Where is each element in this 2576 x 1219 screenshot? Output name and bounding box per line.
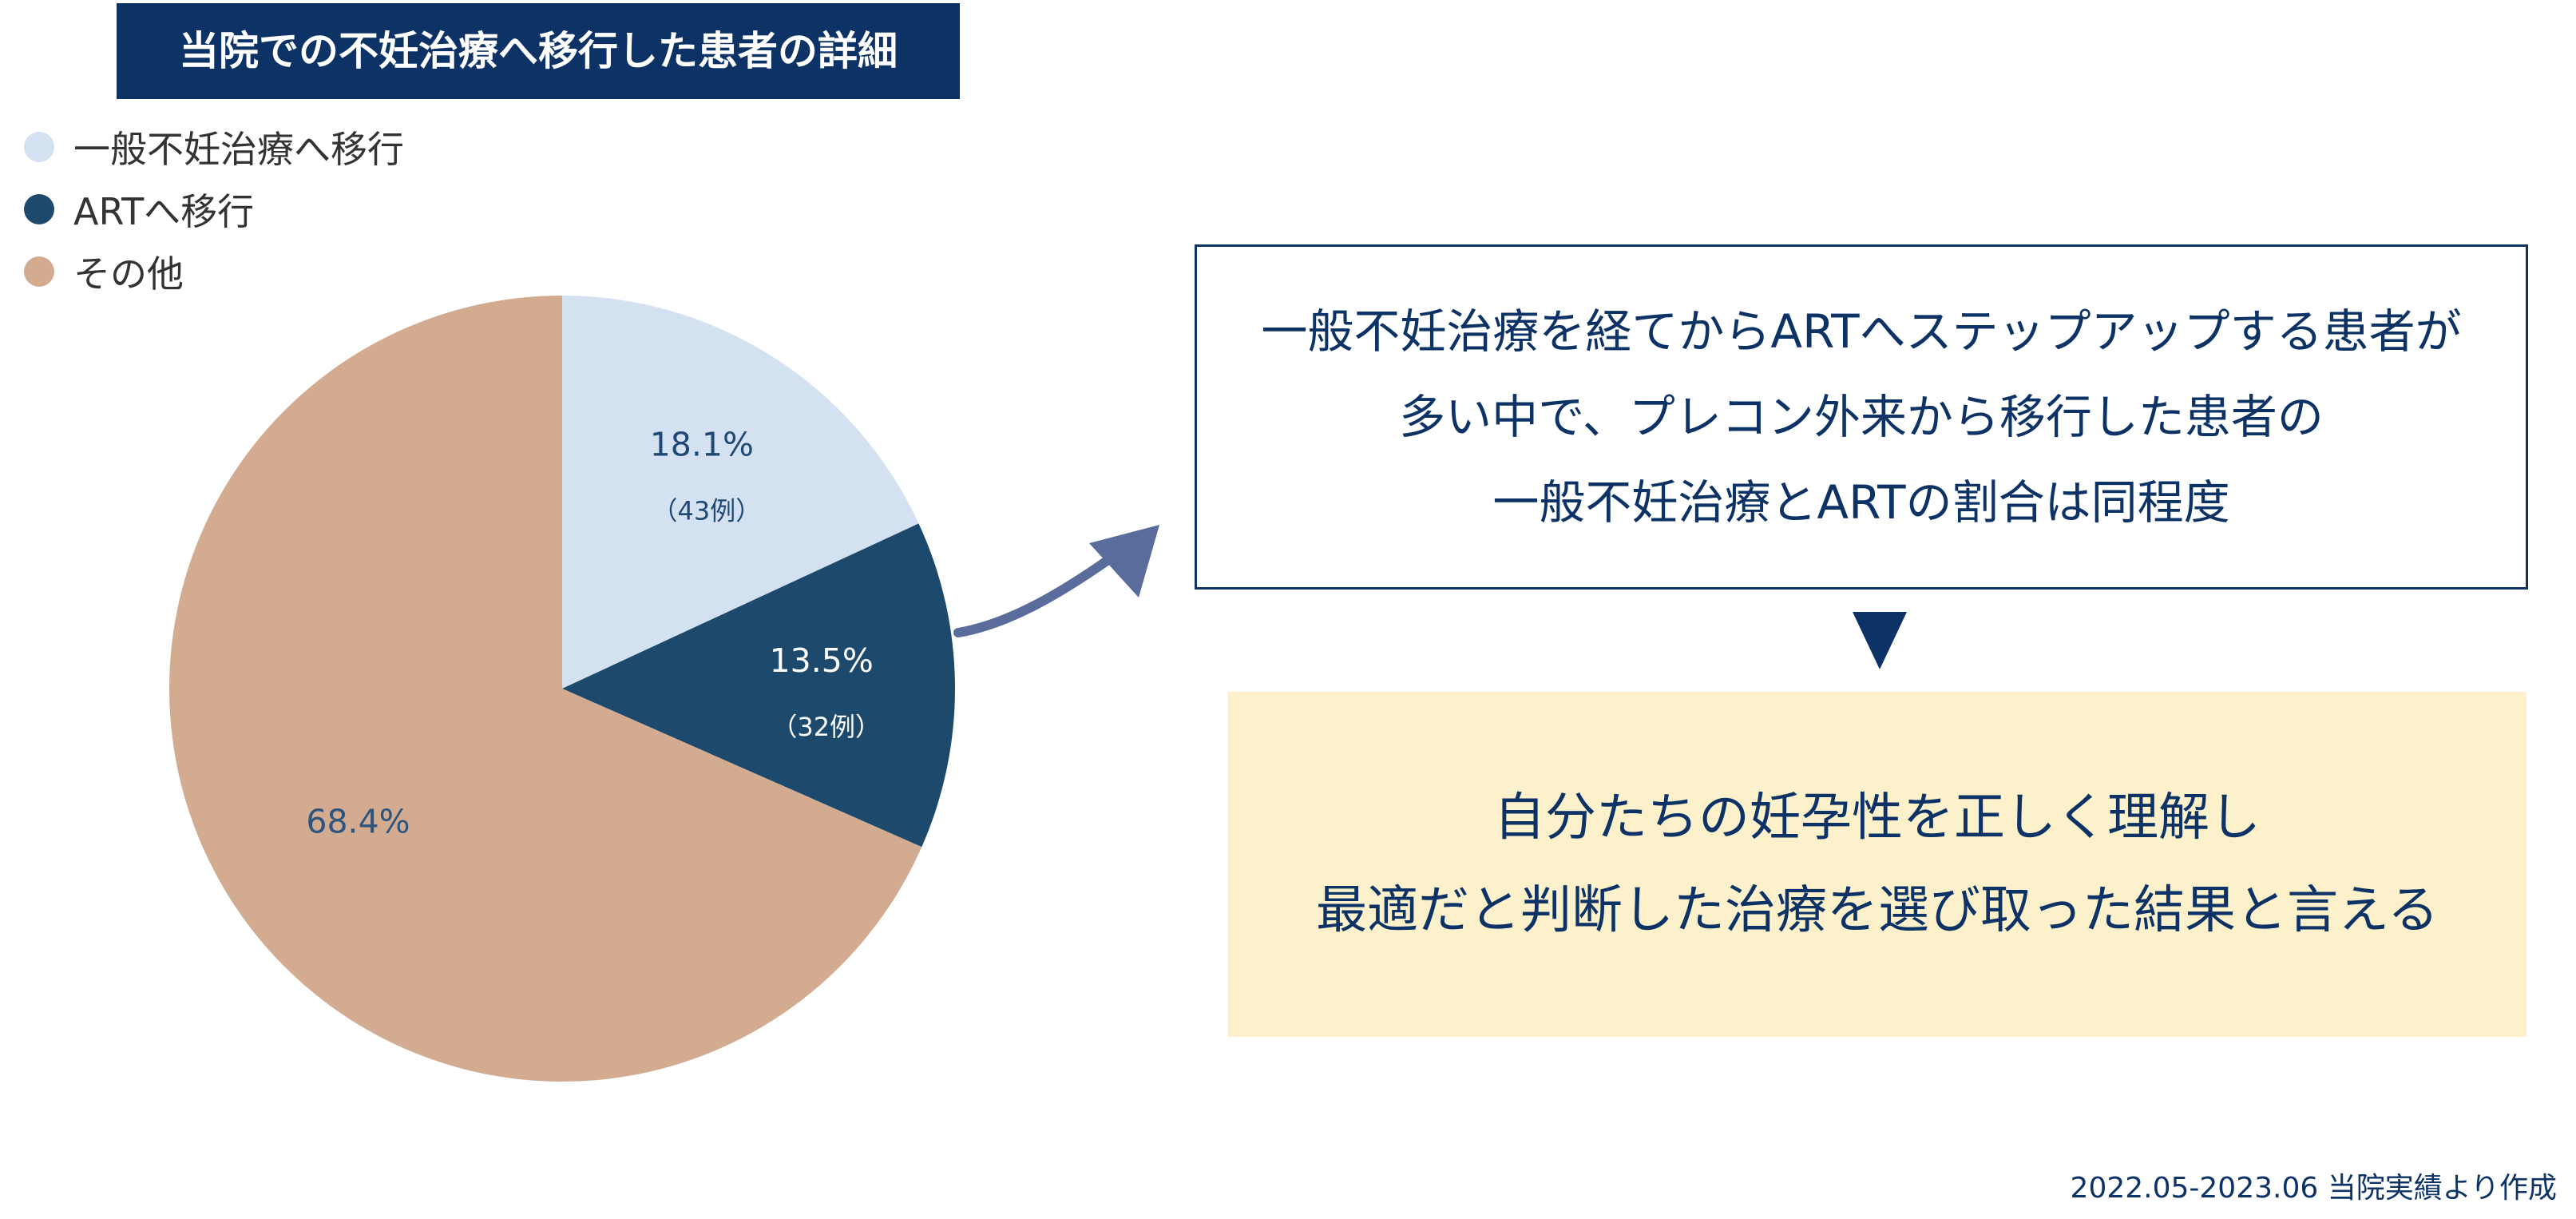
- pie-label-art-percent: 13.5%: [770, 641, 874, 680]
- message-box: 一般不妊治療を経てからARTへステップアップする患者が 多い中で、プレコン外来か…: [1195, 244, 2528, 590]
- pie-slice-art: [562, 523, 955, 848]
- legend: 一般不妊治療へ移行 ARTへ移行 その他: [24, 116, 404, 303]
- pie-chart: 18.1% （43例） 13.5% （32例） 68.4%: [168, 296, 1159, 1082]
- pie-label-other-percent: 68.4%: [306, 803, 410, 841]
- message-line-3: 一般不妊治療とARTの割合は同程度: [1492, 474, 2230, 530]
- chart-title: 当院での不妊治療へ移行した患者の詳細: [117, 3, 960, 99]
- legend-item-other: その他: [24, 240, 404, 303]
- source-note: 2022.05-2023.06 当院実績より作成: [2070, 1172, 2557, 1205]
- pie-labels: 18.1% （43例） 13.5% （32例） 68.4%: [306, 425, 881, 840]
- conclusion-box: 自分たちの妊孕性を正しく理解し 最適だと判断した治療を選び取った結果と言える: [1228, 692, 2526, 1037]
- pie-slice-general: [562, 296, 919, 689]
- legend-swatch-general: [24, 132, 54, 162]
- legend-item-general: 一般不妊治療へ移行: [24, 116, 404, 178]
- message-line-2: 多い中で、プレコン外来から移行した患者の: [1399, 389, 2324, 444]
- legend-swatch-art: [24, 194, 54, 224]
- legend-label-art: ARTへ移行: [73, 190, 255, 233]
- legend-swatch-other: [24, 256, 54, 287]
- legend-item-art: ARTへ移行: [24, 178, 404, 240]
- pie-slice-other: [168, 296, 922, 1082]
- pie-label-general-count: （43例）: [652, 495, 761, 526]
- callout-arrowhead: [1089, 525, 1159, 598]
- pie-label-art-count: （32例）: [771, 712, 881, 742]
- legend-label-other: その他: [73, 252, 184, 296]
- conclusion-line-1: 自分たちの妊孕性を正しく理解し: [1494, 788, 2261, 848]
- legend-label-general: 一般不妊治療へ移行: [73, 128, 404, 171]
- message-line-1: 一般不妊治療を経てからARTへステップアップする患者が: [1261, 304, 2462, 359]
- conclusion-line-2: 最適だと判断した治療を選び取った結果と言える: [1315, 881, 2439, 940]
- pie-slices: [168, 296, 955, 1082]
- pie-label-general-percent: 18.1%: [650, 425, 754, 463]
- down-triangle-icon: [1853, 612, 1907, 669]
